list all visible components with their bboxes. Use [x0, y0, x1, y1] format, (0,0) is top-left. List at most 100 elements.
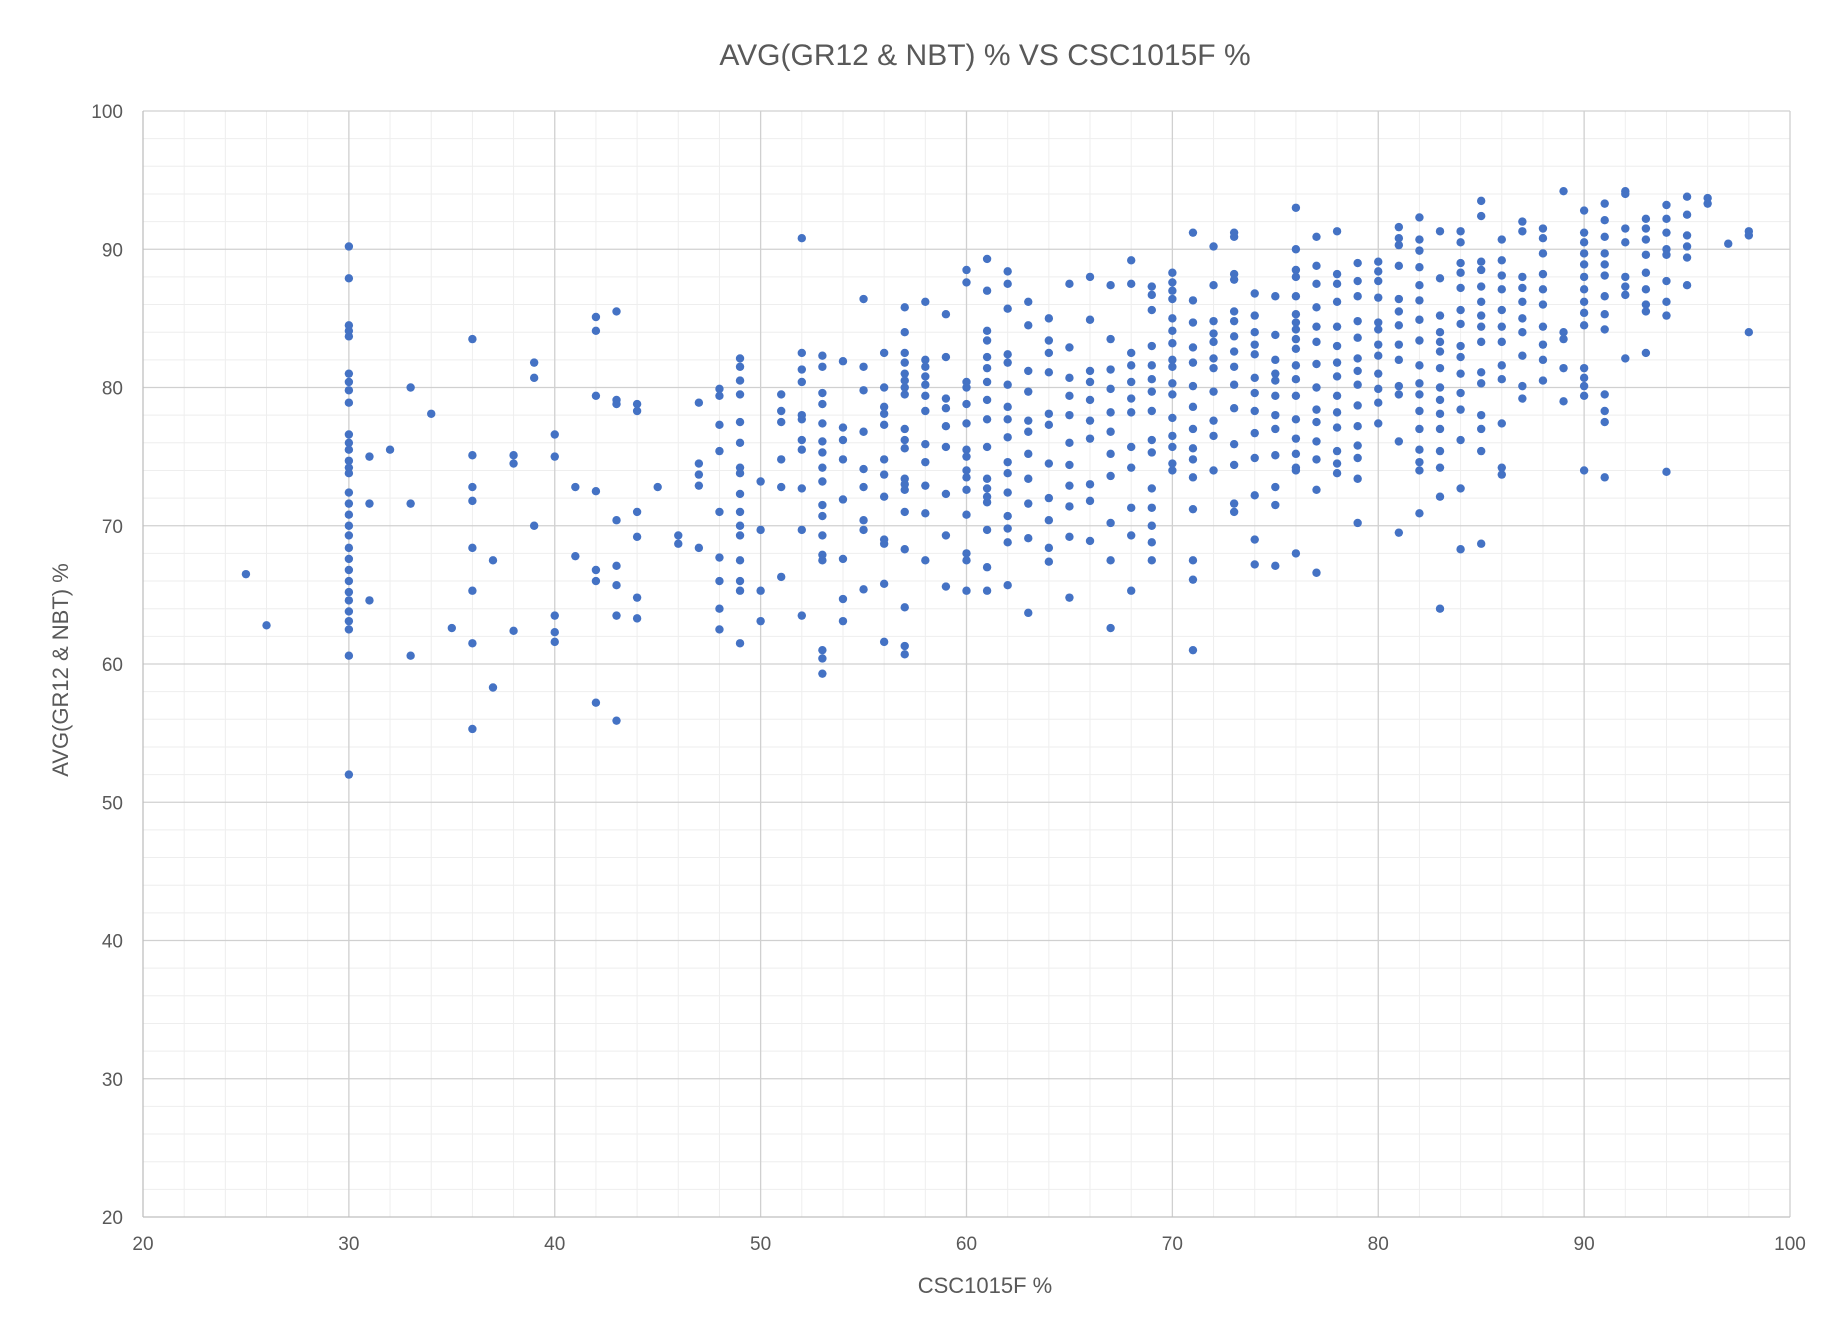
data-point — [859, 294, 868, 304]
data-point — [1106, 471, 1115, 481]
data-point — [921, 556, 930, 565]
y-tick-label: 80 — [102, 379, 123, 400]
data-point — [1291, 466, 1301, 475]
data-point — [962, 556, 971, 565]
data-point — [1168, 278, 1177, 287]
data-point — [1518, 351, 1527, 360]
data-point — [1332, 408, 1342, 417]
data-point — [1127, 348, 1136, 358]
data-point — [1271, 500, 1280, 510]
data-point — [1106, 623, 1115, 633]
data-point — [529, 373, 539, 383]
data-point — [756, 525, 765, 535]
data-point — [982, 352, 992, 362]
data-point — [1168, 294, 1177, 304]
data-point — [1476, 446, 1486, 456]
data-point — [1353, 316, 1362, 326]
data-point — [1435, 395, 1445, 405]
data-point — [1456, 227, 1465, 236]
data-point — [1456, 545, 1465, 554]
data-point — [550, 430, 559, 439]
data-point — [1662, 311, 1671, 320]
data-point — [941, 422, 951, 431]
data-point — [921, 457, 930, 467]
data-point — [1250, 289, 1259, 298]
data-point — [941, 531, 951, 540]
data-point — [1229, 347, 1239, 356]
data-point — [1229, 499, 1239, 508]
data-point — [1312, 232, 1321, 242]
data-point — [1106, 427, 1115, 436]
data-point — [1600, 216, 1609, 225]
data-point — [591, 326, 601, 336]
data-point — [1003, 524, 1012, 533]
data-point — [1394, 240, 1404, 250]
data-point — [1621, 290, 1630, 300]
data-point — [1394, 381, 1404, 391]
data-point — [962, 445, 971, 454]
data-point — [900, 641, 909, 651]
data-point — [1024, 499, 1033, 508]
data-point — [406, 499, 415, 508]
data-point — [941, 352, 951, 362]
data-point — [1579, 363, 1589, 373]
data-point — [1250, 535, 1259, 544]
data-point — [344, 651, 354, 660]
data-point — [982, 395, 992, 405]
data-point — [344, 499, 354, 508]
data-point — [1024, 449, 1033, 459]
data-point — [1024, 608, 1033, 618]
data-point — [735, 362, 745, 371]
data-point — [1229, 332, 1239, 341]
data-point — [818, 437, 827, 446]
data-point — [344, 369, 354, 378]
data-point — [1188, 424, 1198, 434]
data-point — [735, 469, 745, 478]
data-point — [797, 445, 806, 454]
data-point — [818, 448, 827, 457]
data-point — [1291, 325, 1301, 334]
data-point — [982, 525, 992, 535]
data-point — [1024, 321, 1033, 330]
data-point — [1559, 186, 1568, 196]
data-point — [1312, 383, 1321, 392]
data-point — [1044, 493, 1054, 503]
data-point — [1065, 593, 1074, 602]
data-point — [344, 469, 354, 478]
data-point — [1127, 463, 1136, 472]
data-point — [1209, 363, 1218, 373]
data-point — [941, 489, 951, 499]
data-point — [1415, 424, 1424, 434]
data-point — [1003, 511, 1012, 521]
data-point — [468, 334, 477, 344]
data-point — [632, 399, 642, 409]
data-point — [632, 507, 642, 517]
data-point — [1374, 293, 1383, 302]
data-point — [1106, 384, 1115, 394]
data-point — [879, 383, 889, 392]
data-point — [1662, 214, 1671, 224]
data-point — [1250, 428, 1259, 438]
data-point — [1415, 361, 1424, 370]
data-point — [818, 500, 827, 510]
data-point — [1641, 285, 1651, 294]
data-point — [1579, 308, 1589, 318]
data-point — [1168, 390, 1177, 399]
data-point — [1332, 358, 1342, 367]
data-point — [1024, 366, 1033, 376]
data-point — [982, 442, 992, 452]
data-point — [1188, 381, 1198, 391]
data-point — [1291, 272, 1301, 282]
data-point — [1044, 368, 1054, 377]
data-point — [571, 482, 580, 492]
data-point — [879, 492, 889, 501]
data-point — [900, 369, 909, 378]
data-point — [818, 669, 827, 678]
data-point — [1332, 269, 1342, 279]
data-point — [1394, 233, 1404, 243]
data-point — [1497, 375, 1506, 384]
data-point — [1312, 568, 1321, 577]
data-point — [715, 576, 724, 586]
data-point — [1456, 352, 1465, 362]
data-point — [1394, 261, 1404, 271]
